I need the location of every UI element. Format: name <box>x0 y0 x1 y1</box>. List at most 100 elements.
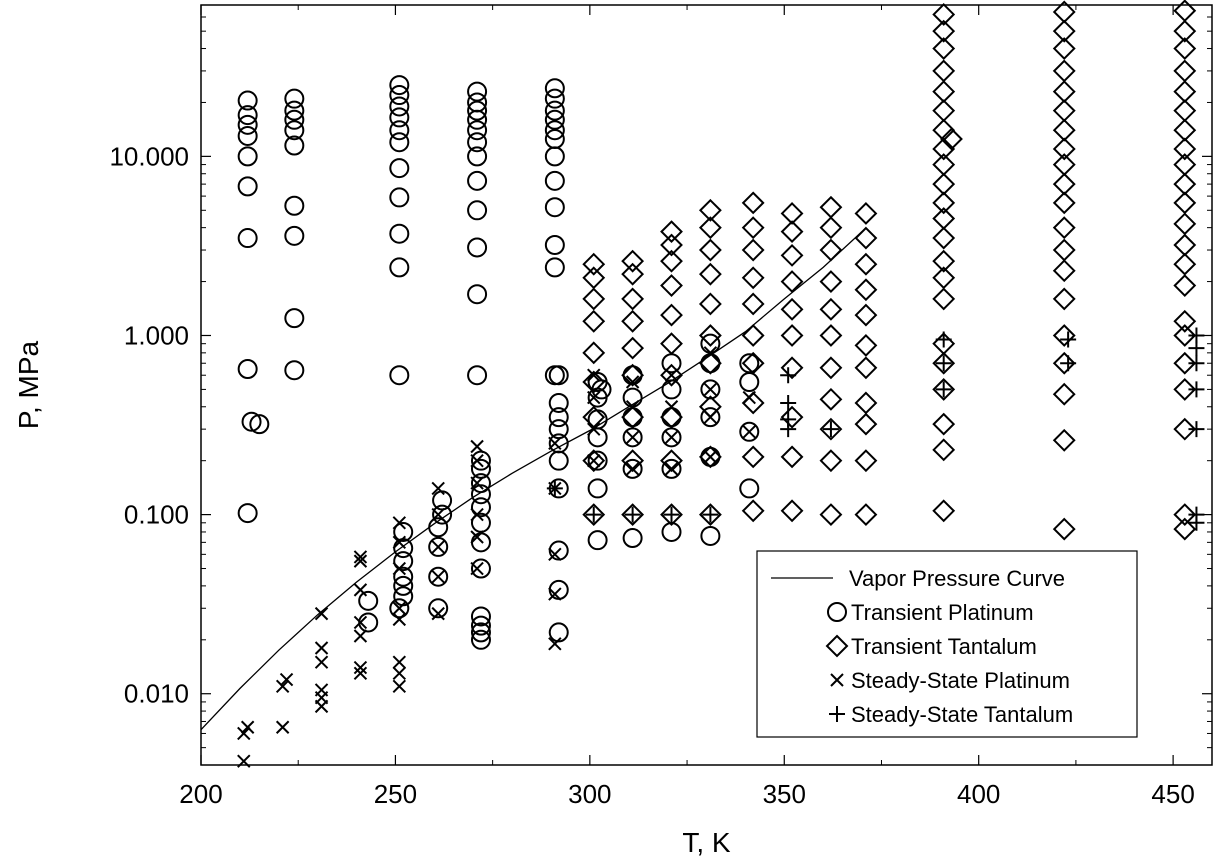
x-tick-label: 350 <box>763 779 806 809</box>
point-transient-tantalum <box>1173 517 1197 541</box>
point-transient-platinum <box>661 521 682 542</box>
point-transient-tantalum <box>854 252 878 276</box>
point-steady-state-tantalum <box>702 506 719 523</box>
ticks-layer: 200 250 300 350 400 450 0.010 0.100 1.000 10.000 <box>109 4 1212 809</box>
legend-label-vapor-curve: Vapor Pressure Curve <box>849 566 1065 591</box>
point-transient-tantalum <box>1173 191 1197 215</box>
point-transient-platinum <box>739 371 760 392</box>
point-transient-tantalum <box>698 324 722 347</box>
point-transient-tantalum <box>660 503 683 527</box>
legend-swatch-plus <box>829 706 845 722</box>
point-transient-platinum <box>389 85 410 106</box>
point-transient-tantalum <box>932 19 956 43</box>
x-tick-label: 250 <box>374 779 417 809</box>
point-steady-state-platinum <box>703 382 718 397</box>
point-steady-state-platinum <box>703 450 718 464</box>
point-transient-tantalum <box>741 266 765 290</box>
point-transient-tantalum <box>932 137 956 161</box>
point-transient-tantalum <box>582 341 606 365</box>
point-steady-state-platinum <box>431 570 445 584</box>
point-steady-state-tantalum <box>1188 381 1205 398</box>
point-transient-tantalum <box>1173 252 1197 276</box>
point-transient-tantalum <box>741 324 765 347</box>
point-transient-tantalum <box>698 503 722 527</box>
point-transient-tantalum <box>741 191 765 215</box>
point-transient-tantalum <box>1173 309 1197 333</box>
point-transient-tantalum <box>1052 382 1076 406</box>
point-transient-tantalum <box>1052 59 1076 83</box>
point-transient-tantalum <box>819 387 843 411</box>
x-tick-label: 400 <box>957 779 1000 809</box>
point-transient-tantalum <box>780 405 804 429</box>
point-steady-state-tantalum <box>1188 506 1205 523</box>
point-steady-state-tantalum <box>546 480 563 497</box>
point-transient-platinum <box>700 353 721 374</box>
point-transient-tantalum <box>698 216 722 240</box>
point-transient-tantalum <box>660 220 683 244</box>
point-transient-tantalum <box>932 499 956 523</box>
point-transient-platinum <box>544 197 565 218</box>
point-transient-tantalum <box>819 503 843 527</box>
point-transient-platinum <box>237 228 258 249</box>
point-transient-tantalum <box>932 153 956 176</box>
point-transient-tantalum <box>621 449 645 473</box>
point-transient-platinum <box>237 105 258 126</box>
point-transient-platinum <box>470 484 491 505</box>
point-steady-state-platinum <box>392 612 407 627</box>
point-steady-state-tantalum <box>663 506 680 523</box>
point-steady-state-platinum <box>314 655 329 669</box>
point-steady-state-platinum <box>470 453 484 468</box>
point-steady-state-platinum <box>587 368 601 382</box>
point-transient-tantalum <box>582 503 606 527</box>
point-transient-tantalum <box>1173 212 1197 236</box>
point-transient-tantalum <box>819 324 843 347</box>
point-transient-tantalum <box>932 351 956 375</box>
point-transient-tantalum <box>1052 0 1076 24</box>
point-transient-platinum <box>739 478 760 499</box>
point-transient-platinum <box>470 473 491 494</box>
point-transient-tantalum <box>932 377 956 401</box>
point-transient-tantalum <box>854 334 878 357</box>
point-transient-tantalum <box>1173 172 1197 196</box>
point-transient-tantalum <box>741 238 765 262</box>
point-transient-platinum <box>237 90 258 111</box>
point-transient-tantalum <box>698 262 722 286</box>
point-transient-platinum <box>428 536 449 557</box>
point-steady-state-platinum <box>392 679 407 694</box>
point-steady-state-platinum <box>470 530 484 544</box>
point-transient-tantalum <box>582 449 606 473</box>
point-transient-platinum <box>467 200 488 221</box>
point-transient-platinum <box>544 88 565 109</box>
point-transient-tantalum <box>698 238 722 262</box>
point-transient-tantalum <box>819 270 843 293</box>
point-transient-tantalum <box>741 391 765 415</box>
point-steady-state-platinum <box>431 481 445 496</box>
point-transient-platinum <box>548 622 569 643</box>
point-transient-tantalum <box>621 287 645 311</box>
point-transient-platinum <box>432 504 453 525</box>
point-transient-tantalum <box>1173 351 1197 375</box>
point-transient-tantalum <box>660 303 683 327</box>
point-transient-platinum <box>467 284 488 305</box>
point-transient-tantalum <box>1173 377 1197 401</box>
legend-label-steady-state-tantalum: Steady-State Tantalum <box>851 702 1073 727</box>
point-transient-tantalum <box>780 445 804 469</box>
point-transient-tantalum <box>932 172 956 196</box>
point-steady-state-platinum <box>548 637 562 651</box>
point-transient-tantalum <box>660 233 683 257</box>
point-transient-platinum <box>284 135 305 156</box>
point-steady-state-platinum <box>353 550 368 564</box>
point-steady-state-tantalum <box>1188 355 1205 372</box>
point-steady-state-platinum <box>314 641 329 655</box>
point-transient-platinum <box>467 92 488 113</box>
point-transient-tantalum <box>819 297 843 321</box>
point-transient-platinum <box>467 120 488 141</box>
point-transient-tantalum <box>854 412 878 436</box>
point-transient-tantalum <box>854 391 878 415</box>
point-transient-tantalum <box>780 356 804 380</box>
point-transient-tantalum <box>1052 19 1076 43</box>
legend-swatches <box>771 577 849 722</box>
point-transient-tantalum <box>780 324 804 347</box>
